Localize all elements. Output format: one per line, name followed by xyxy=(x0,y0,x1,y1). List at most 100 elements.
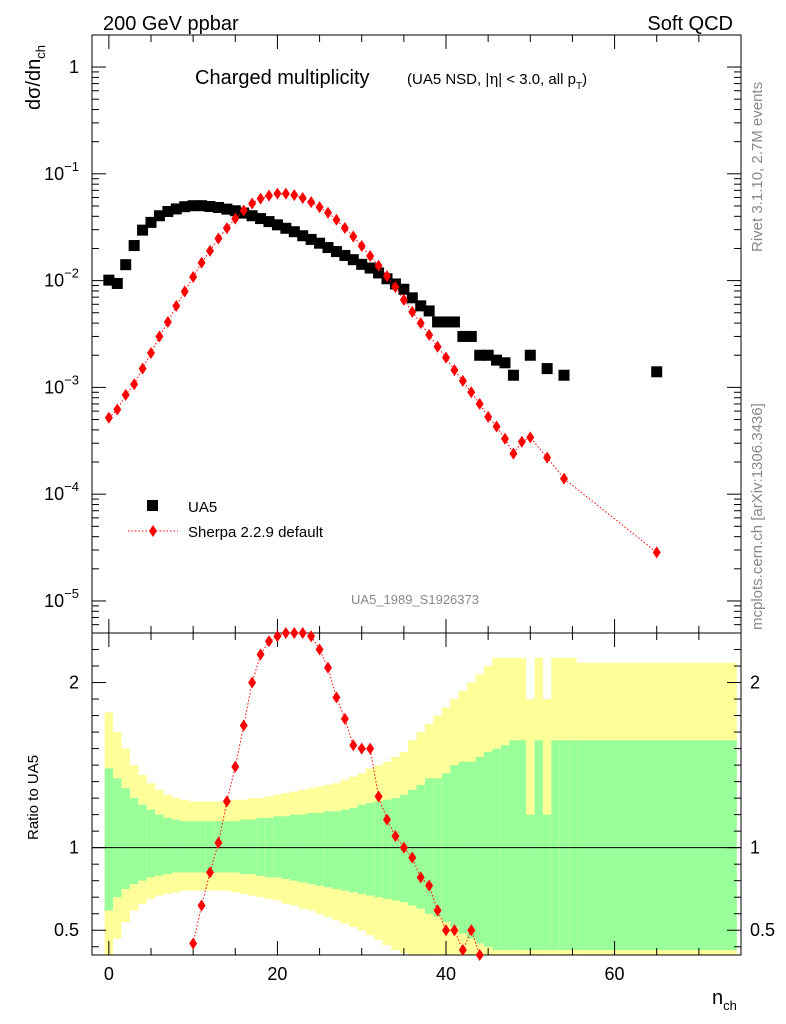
x-tick-label: 40 xyxy=(436,964,456,984)
x-tick-label: 0 xyxy=(104,964,114,984)
sherpa-data-point xyxy=(467,386,476,399)
x-tick-label: 60 xyxy=(605,964,625,984)
stat-uncertainty-band xyxy=(129,798,139,884)
stat-uncertainty-band xyxy=(146,809,156,878)
ratio-data-point xyxy=(315,643,324,656)
ua5-data-point xyxy=(103,274,115,286)
ratio-data-point xyxy=(442,924,450,937)
stat-uncertainty-band xyxy=(559,740,569,951)
ua5-data-point xyxy=(541,363,553,375)
sherpa-data-point xyxy=(458,374,467,387)
stat-uncertainty-band xyxy=(121,788,130,889)
stat-uncertainty-band xyxy=(104,768,114,911)
y-tick-base: 1 xyxy=(69,57,79,77)
stat-uncertainty-band xyxy=(551,740,560,951)
sherpa-data-point xyxy=(383,270,391,283)
ua5-data-point xyxy=(330,246,342,258)
ua5-data-point xyxy=(457,330,469,342)
y-tick-exponent: −3 xyxy=(64,372,79,387)
ua5-data-point xyxy=(314,237,326,249)
ratio-data-point xyxy=(366,742,375,755)
ratio-data-point xyxy=(467,924,476,937)
ua5-data-point xyxy=(465,330,477,342)
sherpa-data-point xyxy=(172,299,181,312)
axes-ticks xyxy=(92,35,741,955)
ratio-tick-label-left: 2 xyxy=(69,673,79,693)
stat-uncertainty-band xyxy=(450,765,459,927)
y-tick-label: 10−3 xyxy=(44,372,79,397)
ua5-data-point xyxy=(170,203,182,215)
ratio-data-point xyxy=(189,937,198,950)
ratio-data-point xyxy=(391,830,400,843)
sherpa-data-point xyxy=(273,187,282,200)
ua5-data-point xyxy=(406,292,418,304)
stat-uncertainty-band xyxy=(298,814,307,883)
ratio-data-point xyxy=(383,813,391,826)
sherpa-data-point xyxy=(416,317,425,330)
ratio-data-point xyxy=(239,719,248,732)
ua5-data-point xyxy=(440,316,452,328)
sherpa-data-point xyxy=(189,271,198,284)
ua5-data-point xyxy=(448,316,460,328)
ua5-data-point xyxy=(111,277,123,289)
subtitle-part-1: (UA5 NSD, | xyxy=(407,71,489,88)
stat-uncertainty-band xyxy=(323,811,333,888)
y-tick-label: 1 xyxy=(69,57,79,77)
sherpa-data-point xyxy=(433,340,442,353)
stat-uncertainty-band xyxy=(188,821,198,873)
sherpa-data-point xyxy=(113,403,122,416)
sherpa-data-point xyxy=(652,546,661,559)
sherpa-data-point xyxy=(315,201,324,214)
stat-uncertainty-band xyxy=(273,816,282,878)
ua5-data-point xyxy=(339,249,351,261)
y-tick-base: 10 xyxy=(44,591,64,611)
stat-uncertainty-band xyxy=(526,814,535,951)
stat-uncertainty-band xyxy=(349,808,358,893)
y-tick-label: 10−1 xyxy=(44,159,79,184)
stat-uncertainty-band xyxy=(391,798,400,901)
ratio-data-point xyxy=(214,836,223,849)
sherpa-data-point xyxy=(206,244,214,257)
stat-uncertainty-band xyxy=(332,811,341,889)
x-axis-label-main: n xyxy=(712,987,723,1009)
sherpa-data-point xyxy=(248,197,257,210)
legend-label-ua5: UA5 xyxy=(188,499,217,516)
sherpa-data-point xyxy=(374,259,383,272)
stat-uncertainty-band xyxy=(256,817,265,876)
ua5-data-point xyxy=(145,216,157,228)
ua5-data-point xyxy=(221,203,233,215)
ua5-data-point xyxy=(474,349,486,361)
ratio-data-point xyxy=(433,904,442,917)
ratio-data-point xyxy=(349,739,358,752)
ua5-data-point xyxy=(305,233,317,245)
sherpa-data-point xyxy=(509,447,518,460)
x-axis-label-sub: ch xyxy=(723,998,737,1013)
ua5-data-point xyxy=(373,267,385,279)
ua5-data-point xyxy=(128,240,140,252)
sherpa-data-point xyxy=(197,256,206,269)
ratio-data-point xyxy=(416,871,425,884)
sherpa-data-point xyxy=(307,196,316,209)
ratio-data-point xyxy=(475,949,484,961)
y-tick-base: 10 xyxy=(44,271,64,291)
sherpa-data-point xyxy=(391,281,400,294)
sherpa-data-point xyxy=(366,249,375,262)
ua5-data-point xyxy=(255,213,267,225)
sherpa-data-point xyxy=(290,189,299,202)
stat-uncertainty-band xyxy=(424,778,434,914)
sherpa-data-point xyxy=(408,305,417,318)
y-tick-label: 10−4 xyxy=(44,479,79,504)
ua5-data-point xyxy=(558,369,570,381)
sherpa-data-point xyxy=(239,204,248,217)
ua5-data-point xyxy=(120,259,132,271)
stat-uncertainty-band xyxy=(340,809,350,891)
legend: UA5 Sherpa 2.2.9 default xyxy=(128,499,324,541)
sherpa-data-point xyxy=(324,206,332,219)
sherpa-data-point xyxy=(281,187,290,200)
ua5-data-point xyxy=(271,219,283,231)
stat-uncertainty-band xyxy=(239,819,248,875)
stat-uncertainty-band xyxy=(365,803,375,896)
ua5-data-point xyxy=(398,283,410,295)
ua5-data-point xyxy=(179,201,191,213)
